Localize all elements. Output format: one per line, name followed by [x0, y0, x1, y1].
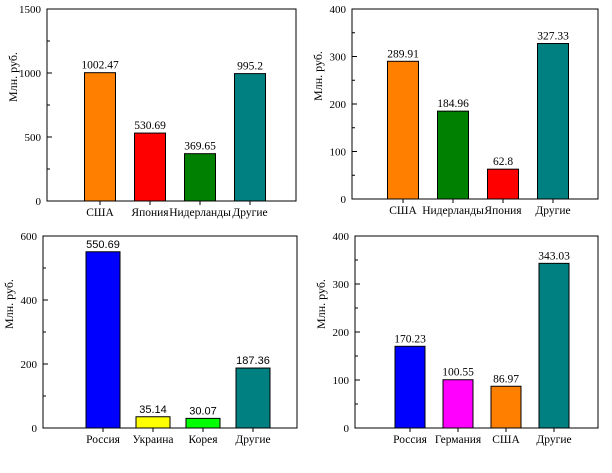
y-axis-label: Млн. руб. — [311, 51, 325, 101]
data-label: 100.55 — [442, 367, 474, 379]
category-label: Нидерланды — [169, 207, 231, 219]
category-label: Украина — [133, 434, 174, 446]
data-label: 86.97 — [493, 373, 519, 385]
bar-4 — [235, 367, 271, 429]
category-label: Россия — [393, 434, 428, 446]
chart-panel-2: 0 100 200 300 400 Млн. руб. 289.91 США 184.96 Нид… — [311, 4, 599, 217]
data-label: 289.91 — [387, 48, 419, 60]
category-label: США — [492, 434, 520, 446]
y-tick-label: 400 — [21, 295, 38, 307]
category-label: США — [389, 205, 417, 217]
data-label: 995.2 — [237, 61, 263, 73]
data-label: 369.65 — [184, 141, 216, 153]
data-label: 30.07 — [189, 405, 217, 417]
y-tick-label: 1000 — [19, 68, 42, 80]
category-label: Другие — [235, 434, 270, 446]
y-tick-label: 500 — [25, 132, 42, 144]
category-label: Нидерланды — [422, 205, 484, 217]
bar-1 — [387, 60, 419, 200]
category-label: США — [86, 207, 114, 219]
data-label: 550.69 — [86, 239, 120, 251]
category-label: Россия — [86, 434, 121, 446]
bar-3 — [487, 168, 519, 200]
y-tick-label: 100 — [330, 147, 347, 159]
chart-panel-3: 0 200 400 600 Млн. руб. 550.69 Россия 35.14 Укра… — [2, 231, 298, 446]
data-label: 530.69 — [134, 120, 166, 132]
bar-3 — [184, 153, 216, 202]
category-label: Корея — [189, 434, 219, 446]
y-tick-label: 200 — [333, 327, 350, 339]
y-tick-label: 1500 — [19, 4, 42, 16]
data-label: 1002.47 — [81, 60, 119, 72]
bar-2 — [442, 379, 474, 429]
bar-4 — [537, 43, 569, 200]
y-tick-label: 0 — [344, 423, 350, 435]
category-label: Другие — [536, 434, 571, 446]
data-label: 62.8 — [493, 156, 513, 168]
chart-panel-4: 0 100 200 300 400 Млн. руб. 170.23 Россия 100.55… — [314, 231, 599, 446]
y-tick-label: 0 — [32, 423, 38, 435]
bar-3 — [185, 417, 221, 429]
y-tick-label: 400 — [330, 4, 347, 16]
y-tick-label: 200 — [330, 99, 347, 111]
y-tick-label: 400 — [333, 231, 350, 243]
data-label: 35.14 — [139, 404, 167, 416]
category-label: Япония — [484, 205, 522, 217]
y-axis-label: Млн. руб. — [6, 52, 20, 102]
y-tick-label: 0 — [36, 196, 42, 208]
y-axis-label: Млн. руб. — [314, 279, 328, 329]
bar-1 — [84, 72, 116, 202]
category-label: Япония — [131, 207, 169, 219]
bar-4 — [234, 73, 266, 202]
y-tick-label: 100 — [333, 375, 350, 387]
y-tick-label: 300 — [330, 52, 347, 64]
y-tick-label: 600 — [21, 231, 38, 243]
category-label: Другие — [535, 205, 570, 217]
data-label: 343.03 — [538, 250, 570, 262]
bar-2 — [437, 110, 469, 200]
data-label: 327.33 — [537, 31, 569, 43]
data-label: 187.36 — [236, 355, 270, 367]
data-label: 170.23 — [394, 333, 426, 345]
bar-1 — [85, 251, 121, 429]
category-label: Германия — [435, 434, 482, 446]
y-tick-label: 200 — [21, 359, 38, 371]
y-axis-label: Млн. руб. — [2, 279, 16, 329]
chart-panel-1: 0 500 1000 1500 Млн. руб. 1002.47 США 530.69 Япо… — [6, 4, 297, 219]
bar-2 — [135, 416, 171, 429]
y-tick-label: 0 — [341, 194, 347, 206]
data-label: 184.96 — [437, 98, 469, 110]
bar-3 — [490, 385, 522, 429]
y-tick-label: 300 — [333, 279, 350, 291]
bar-4 — [538, 262, 570, 429]
category-label: Другие — [232, 207, 267, 219]
bar-2 — [134, 132, 166, 202]
bar-1 — [394, 345, 426, 429]
